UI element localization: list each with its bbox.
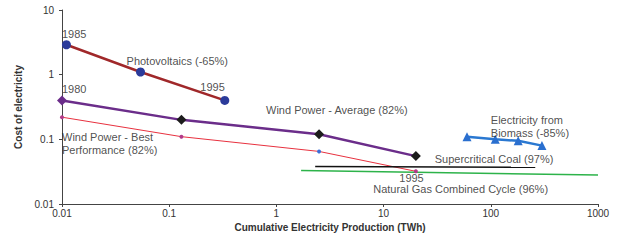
svg-text:Electricity from: Electricity from <box>491 114 563 126</box>
svg-text:0.1: 0.1 <box>162 208 176 219</box>
svg-text:1: 1 <box>274 208 280 219</box>
svg-text:1000: 1000 <box>587 208 610 219</box>
svg-text:100: 100 <box>482 208 499 219</box>
svg-text:1995: 1995 <box>200 81 224 93</box>
svg-text:1: 1 <box>48 69 54 80</box>
svg-text:Natural Gas Combined Cycle (96: Natural Gas Combined Cycle (96%) <box>373 183 548 195</box>
svg-text:0.01: 0.01 <box>34 198 54 210</box>
svg-text:10: 10 <box>43 5 55 16</box>
svg-text:0.01: 0.01 <box>52 208 72 219</box>
svg-text:1980: 1980 <box>62 83 86 95</box>
svg-text:Supercritical Coal (97%): Supercritical Coal (97%) <box>435 153 554 165</box>
svg-text:0.1: 0.1 <box>40 134 54 145</box>
svg-text:Wind Power - Best: Wind Power - Best <box>62 131 153 143</box>
svg-text:Cumulative Electricity Product: Cumulative Electricity Production (TWh) <box>234 222 425 233</box>
svg-text:Performance (82%): Performance (82%) <box>62 144 157 156</box>
svg-text:1995: 1995 <box>399 172 424 185</box>
svg-text:Cost of electricity: Cost of electricity <box>13 65 24 149</box>
svg-text:Biomass (-85%): Biomass (-85%) <box>491 127 569 139</box>
svg-text:10: 10 <box>378 208 390 219</box>
svg-text:Photovoltaics (-65%): Photovoltaics (-65%) <box>127 55 229 67</box>
svg-text:Wind Power - Average (82%): Wind Power - Average (82%) <box>266 104 408 116</box>
svg-text:1985: 1985 <box>62 28 86 40</box>
